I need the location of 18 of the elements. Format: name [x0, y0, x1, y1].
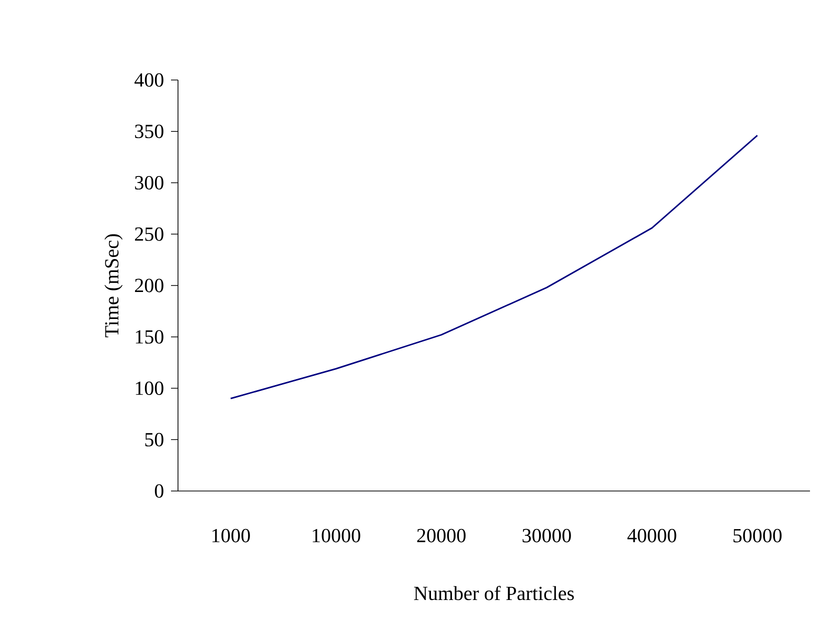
y-tick-label: 250	[135, 227, 164, 241]
x-tick-label: 40000	[627, 528, 676, 542]
y-tick-label: 400	[134, 73, 164, 87]
y-tick-label: 150	[136, 330, 164, 344]
y-tick-label: 300	[135, 176, 164, 190]
y-tick-label: 200	[135, 278, 164, 292]
y-tick-label: 50	[145, 432, 164, 446]
line-series	[230, 134, 758, 400]
x-tick-label: 20000	[417, 528, 466, 542]
x-axis-title: Number of Particles	[414, 586, 574, 600]
x-tick-label: 10000	[312, 528, 360, 542]
y-tick-label: 350	[135, 124, 164, 138]
x-tick-label: 30000	[522, 528, 571, 542]
y-tick-label: 0	[154, 484, 164, 498]
y-axis-title: Time (mSec)	[104, 234, 123, 338]
x-tick-label: 50000	[733, 528, 782, 542]
x-tick-label: 1000	[212, 528, 250, 542]
y-tick-label: 100	[136, 382, 164, 396]
